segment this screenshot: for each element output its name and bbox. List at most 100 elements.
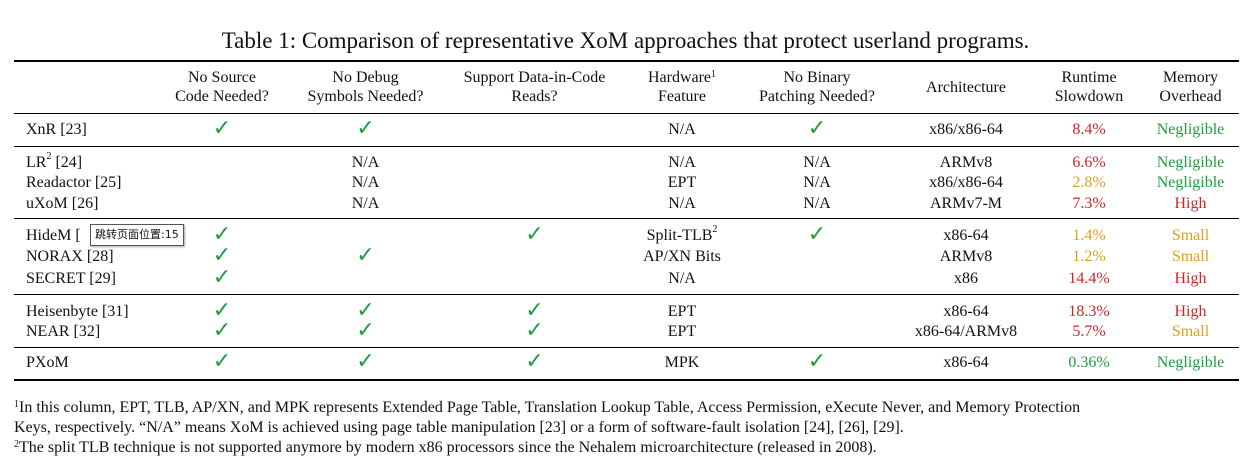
cell-architecture: x86/x86-64: [929, 174, 1003, 191]
cell-runtime: 1.4%: [1036, 217, 1142, 246]
footnote-ref[interactable]: 2: [46, 150, 52, 162]
cell-no-source: ✓: [156, 112, 288, 146]
cell-memory: Small: [1171, 322, 1210, 340]
cell-runtime: 2.8%: [1072, 174, 1106, 191]
checkmark-icon: ✓: [356, 317, 375, 343]
approach-name: Readactor [25]: [26, 174, 122, 191]
table-row: HideM [✓ ✓ Split-TLB2 ✓ x86-64 1.4% Small: [14, 217, 1239, 247]
cell-architecture: ARMv8: [939, 248, 993, 265]
checkmark-icon: ✓: [807, 221, 827, 247]
cell-no-source: [156, 145, 288, 172]
cell-no-patching: [738, 322, 896, 348]
cell-no-source: ✓: [156, 266, 288, 295]
header-no-source: No Source Code Needed?: [156, 60, 288, 114]
cell-data-in-code: ✓: [443, 319, 626, 348]
cell-memory: High: [1174, 194, 1207, 212]
cell-data-in-code: [443, 195, 626, 219]
cell-hardware: Split-TLB2: [626, 217, 738, 246]
cell-architecture: x86-64/ARMv8: [914, 322, 1018, 340]
checkmark-icon: ✓: [525, 297, 544, 323]
cell-no-patching: [738, 293, 896, 322]
approach-name: uXoM [26]: [26, 194, 99, 212]
checkmark-icon: ✓: [212, 115, 232, 141]
cell-runtime: 18.3%: [1036, 293, 1142, 322]
cell-architecture: x86-64: [896, 293, 1036, 322]
cell-hardware: N/A: [668, 269, 696, 287]
cell-hardware: N/A: [668, 194, 696, 212]
approach-name: XnR [23]: [14, 112, 156, 146]
cell-data-in-code: [443, 269, 626, 295]
cell-hardware: AP/XN Bits: [643, 248, 721, 265]
cell-no-source: [156, 195, 288, 219]
cell-no-patching: N/A: [803, 194, 831, 212]
cell-memory: Small: [1171, 248, 1210, 265]
cell-no-debug: N/A: [351, 194, 380, 212]
cell-no-source: ✓: [156, 346, 288, 381]
cell-memory: High: [1142, 293, 1239, 322]
checkmark-icon: ✓: [212, 264, 232, 290]
cell-no-source: ✓: [156, 293, 288, 323]
footnote-ref[interactable]: 2: [712, 223, 718, 235]
cell-data-in-code: ✓: [443, 346, 626, 381]
cell-no-source: ✓: [156, 245, 288, 269]
approach-name: LR2 [24]: [14, 145, 156, 172]
approach-name: PXoM: [14, 346, 156, 381]
checkmark-icon: ✓: [356, 349, 375, 375]
checkmark-icon: ✓: [807, 349, 827, 375]
table-row: PXoM ✓ ✓ ✓ MPK ✓ x86-64 0.36% Negligible: [14, 346, 1239, 381]
header-no-debug: No Debug Symbols Needed?: [288, 60, 443, 114]
footnote-1-cont: Keys, respectively. “N/A” means XoM is a…: [14, 419, 904, 436]
header-row: No Source Code Needed? No Debug Symbols Ne…: [14, 60, 1239, 114]
checkmark-icon: ✓: [212, 317, 232, 343]
cell-runtime: 0.36%: [1036, 346, 1142, 381]
header-approach: [14, 60, 156, 114]
approach-name: NORAX [28]: [26, 248, 114, 265]
cell-no-debug: ✓: [288, 346, 443, 381]
cell-architecture: x86-64: [896, 346, 1036, 381]
table-row: uXoM [26] N/A N/A N/A ARMv7-M 7.3% High: [14, 195, 1239, 219]
cell-memory: Negligible: [1142, 112, 1239, 146]
cell-no-source: [156, 172, 288, 195]
cell-hardware: MPK: [626, 346, 738, 381]
cell-data-in-code: [443, 246, 626, 269]
footnote-ref[interactable]: 1: [711, 69, 717, 81]
checkmark-icon: ✓: [212, 349, 232, 375]
cell-hardware: EPT: [667, 174, 697, 191]
cell-runtime: 6.6%: [1036, 145, 1142, 172]
checkmark-icon: ✓: [356, 115, 375, 141]
checkmark-icon: ✓: [212, 297, 232, 323]
table-row: XnR [23] ✓ ✓ N/A ✓ x86/x86-64 8.4% Negligible: [14, 112, 1239, 146]
cell-runtime: 8.4%: [1036, 112, 1142, 146]
cell-memory: Negligible: [1142, 145, 1239, 172]
cell-no-debug: [288, 217, 443, 246]
checkmark-icon: ✓: [356, 297, 375, 323]
cell-runtime: 5.7%: [1072, 322, 1106, 340]
cell-no-debug: ✓: [288, 293, 443, 323]
checkmark-icon: ✓: [356, 243, 375, 268]
footnotes: 1In this column, EPT, TLB, AP/XN, and MP…: [14, 398, 1239, 458]
cell-no-source: ✓: [156, 319, 288, 348]
cell-no-patching: ✓: [738, 112, 896, 146]
cell-no-debug: ✓: [288, 243, 443, 269]
cell-architecture: x86: [954, 269, 978, 287]
cell-no-debug: ✓: [288, 319, 443, 348]
cell-hardware: N/A: [626, 112, 738, 146]
cell-data-in-code: [443, 172, 626, 195]
cell-no-patching: ✓: [738, 346, 896, 381]
approach-name: SECRET [29]: [26, 269, 116, 287]
cell-no-debug: ✓: [288, 112, 443, 146]
table-row: LR2 [24] N/A N/A N/A ARMv8 6.6% Negligible: [14, 145, 1239, 172]
cell-no-patching: N/A: [738, 145, 896, 172]
table-row: NEAR [32] ✓ ✓ ✓ EPT x86-64/ARMv8 5.7% Small: [14, 319, 1239, 348]
checkmark-icon: ✓: [525, 349, 544, 375]
comparison-table: No Source Code Needed? No Debug Symbols Ne…: [14, 60, 1239, 381]
cell-data-in-code: ✓: [443, 217, 626, 246]
cell-memory: Negligible: [1142, 346, 1239, 381]
cell-memory: Negligible: [1156, 174, 1225, 191]
header-memory: Memory Overhead: [1142, 60, 1239, 114]
approach-name: NEAR [32]: [26, 322, 101, 340]
cell-hardware: N/A: [626, 145, 738, 172]
cell-data-in-code: ✓: [443, 293, 626, 323]
cell-no-patching: ✓: [738, 217, 896, 247]
cell-no-debug: [288, 269, 443, 295]
